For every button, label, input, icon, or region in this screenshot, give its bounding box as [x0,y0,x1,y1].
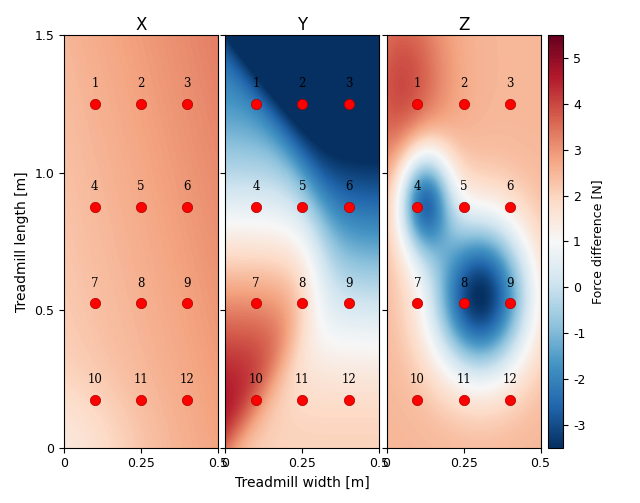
Point [251,203,261,211]
Point [90,100,100,108]
Point [458,395,468,403]
Point [90,395,100,403]
Text: 8: 8 [460,277,467,290]
Text: 5: 5 [299,180,306,193]
Text: 8: 8 [138,277,145,290]
Point [412,299,422,307]
Text: 1: 1 [252,77,260,90]
Title: X: X [136,16,147,34]
Point [182,203,193,211]
Point [458,100,468,108]
Text: 9: 9 [506,277,513,290]
Text: 2: 2 [460,77,467,90]
Point [344,100,354,108]
Text: 3: 3 [184,77,191,90]
Text: 4: 4 [252,180,260,193]
Text: 7: 7 [413,277,421,290]
Point [412,100,422,108]
Text: 12: 12 [502,373,517,386]
Title: Y: Y [297,16,307,34]
Point [344,395,354,403]
Point [251,100,261,108]
Point [90,203,100,211]
Title: Z: Z [458,16,469,34]
Point [136,395,146,403]
X-axis label: Treadmill width [m]: Treadmill width [m] [235,476,370,490]
Point [344,299,354,307]
Text: 8: 8 [299,277,306,290]
Text: 3: 3 [345,77,352,90]
Text: 6: 6 [345,180,352,193]
Text: 4: 4 [91,180,99,193]
Point [505,299,515,307]
Y-axis label: Treadmill length [m]: Treadmill length [m] [15,171,29,312]
Text: 4: 4 [413,180,421,193]
Text: 5: 5 [460,180,467,193]
Text: 12: 12 [341,373,356,386]
Point [505,100,515,108]
Point [297,100,307,108]
Point [136,100,146,108]
Point [458,299,468,307]
Text: 6: 6 [184,180,191,193]
Text: 11: 11 [134,373,148,386]
Point [251,395,261,403]
Text: 3: 3 [506,77,513,90]
Point [136,299,146,307]
Text: 9: 9 [184,277,191,290]
Text: 7: 7 [91,277,99,290]
Point [251,299,261,307]
Text: 11: 11 [295,373,310,386]
Text: 10: 10 [249,373,264,386]
Point [136,203,146,211]
Point [505,203,515,211]
Text: 7: 7 [252,277,260,290]
Text: 12: 12 [180,373,195,386]
Point [297,299,307,307]
Text: 1: 1 [413,77,421,90]
Point [458,203,468,211]
Point [412,203,422,211]
Point [297,203,307,211]
Text: 11: 11 [456,373,471,386]
Point [297,395,307,403]
Point [505,395,515,403]
Text: 10: 10 [410,373,425,386]
Text: 10: 10 [88,373,102,386]
Text: 2: 2 [299,77,306,90]
Point [182,395,193,403]
Text: 2: 2 [138,77,145,90]
Text: 1: 1 [91,77,99,90]
Text: 9: 9 [345,277,352,290]
Text: 6: 6 [506,180,513,193]
Point [90,299,100,307]
Point [344,203,354,211]
Y-axis label: Force difference [N]: Force difference [N] [591,179,604,304]
Point [412,395,422,403]
Point [182,299,193,307]
Text: 5: 5 [138,180,145,193]
Point [182,100,193,108]
